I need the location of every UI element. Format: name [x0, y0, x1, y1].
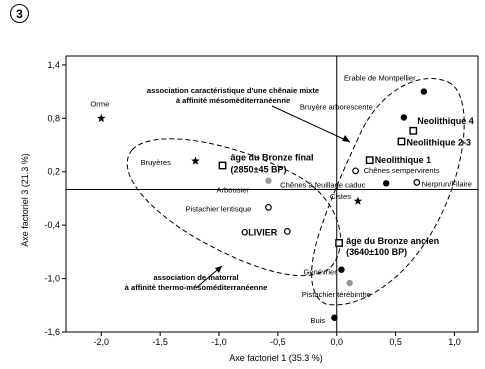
point-label: Neolithique 1 — [375, 155, 432, 165]
point-label: OLIVIER — [241, 227, 278, 237]
point-marker-gray — [346, 279, 353, 287]
point-marker-star — [353, 196, 363, 205]
x-axis-label: Axe factoriel 1 (35.3 %) — [229, 353, 323, 363]
point-marker-open — [413, 179, 421, 186]
point-marker-filled — [420, 88, 428, 95]
point-label: Bruyère arborescente — [300, 102, 373, 111]
axis-ticks: -2,0 -1,5 -1,0 -0,5 0,0 0,5 1,0 1,4 0,8 0,2 -0,4 -1… — [44, 60, 460, 347]
point-marker-filled — [382, 180, 390, 187]
point-labels: Orme Bruyères âge du Bronze final (2850±45 … — [90, 74, 473, 325]
point-label: Neolithique 4 — [417, 116, 474, 126]
plot-border — [65, 55, 479, 333]
point-marker-star — [191, 156, 200, 165]
annotation-arrows — [195, 105, 351, 289]
point-marker-square — [365, 156, 374, 165]
point-marker-gray — [265, 177, 272, 184]
annotation-chenaie-line1: association caractéristique d'une chênai… — [147, 86, 319, 95]
point-label: Orme — [90, 99, 109, 108]
arrow-chenaie — [271, 105, 351, 143]
point-marker-open — [352, 167, 359, 175]
point-marker-star — [97, 113, 106, 122]
point-marker-square — [409, 126, 418, 135]
point-label: Arbousier — [216, 186, 249, 195]
point-label-multiline: âge du Bronze ancien (3640±100 BP) — [346, 236, 439, 257]
point-label: Pistachier térébinthe — [302, 290, 371, 299]
point-label: Cistes — [330, 192, 351, 201]
point-marker-filled — [331, 314, 338, 321]
point-marker-square — [218, 161, 227, 170]
y-tick-label: -1,6 — [44, 327, 60, 337]
point-label: Nerprun/Filaire — [422, 179, 472, 188]
x-tick-label: 0,5 — [389, 337, 402, 347]
figure-number: 3 — [10, 4, 29, 23]
y-tick-label: 0,8 — [47, 113, 60, 123]
arrow-chenaie-head — [342, 135, 350, 142]
ellipse-chenaie — [311, 78, 465, 306]
point-label: Chênes sempervirents — [364, 166, 440, 175]
point-label-multiline: âge du Bronze final (2850±45 BP) — [231, 153, 314, 175]
x-tick-label: 1,0 — [448, 337, 461, 347]
x-tick-label: -1,0 — [211, 337, 227, 347]
group-ellipses — [126, 78, 465, 306]
point-marker-square — [335, 239, 343, 247]
x-tick-label: 0,0 — [330, 337, 343, 347]
point-marker-open — [265, 203, 272, 211]
y-tick-label: -1,0 — [44, 274, 60, 284]
point-marker-filled — [338, 266, 345, 273]
ellipse-matorral — [126, 138, 342, 277]
data-points — [97, 88, 428, 321]
plot-frame — [65, 55, 479, 333]
y-tick-label: 0,2 — [47, 167, 60, 177]
arrow-matorral-head — [215, 266, 222, 273]
x-tick-label: -1,5 — [152, 337, 168, 347]
annotation-matorral-line1: association de matorral — [153, 273, 238, 282]
point-label: Buis — [310, 316, 325, 325]
point-label: Neolithique 2-3 — [406, 137, 471, 147]
point-label: Erable de Montpellier — [344, 74, 416, 83]
point-label: Bruyères — [140, 158, 171, 167]
y-axis-label: Axe factoriel 3 (21.3 %) — [20, 153, 30, 247]
figure-number-badge: 3 — [10, 4, 32, 26]
point-label: Pistachier lentisque — [185, 204, 251, 213]
annotation-matorral-line2: à affinité thermo-mésoméditerranéenne — [125, 283, 268, 292]
point-label: Chênes à feuillage caduc — [280, 180, 365, 189]
point-label: Genévrier — [303, 268, 337, 277]
y-tick-label: 1,4 — [47, 60, 60, 70]
annotation-chenaie-line2: à affinité mésoméditerranéenne — [176, 96, 290, 105]
y-tick-label: -0,4 — [44, 220, 60, 230]
point-marker-square — [397, 137, 406, 146]
point-marker-filled — [400, 114, 408, 121]
point-marker-open — [283, 227, 291, 235]
annotation-texts: association caractéristique d'une chênai… — [125, 86, 319, 292]
x-tick-label: -0,5 — [270, 337, 286, 347]
x-tick-label: -2,0 — [94, 337, 110, 347]
